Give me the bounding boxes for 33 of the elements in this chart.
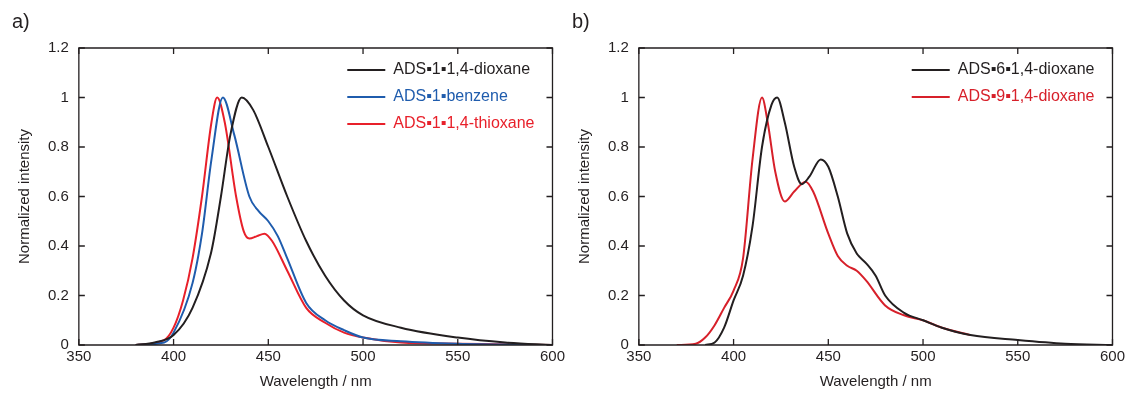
x-tick-label: 500 <box>350 347 376 365</box>
y-axis-title: Normalized intensity <box>15 128 33 265</box>
x-tick-label: 600 <box>1099 347 1125 365</box>
x-tick-label: 400 <box>721 347 747 365</box>
y-tick-label: 0.4 <box>607 236 629 254</box>
x-tick-label: 600 <box>539 347 565 365</box>
y-tick-label: 0.6 <box>47 186 69 204</box>
y-tick-label: 0.2 <box>607 285 629 303</box>
x-axis-title: Wavelength / nm <box>259 372 372 390</box>
y-tick-label: 0.6 <box>607 186 629 204</box>
y-tick-label: 0.8 <box>47 137 69 155</box>
x-tick-label: 550 <box>1005 347 1031 365</box>
legend-label: ADS▪1▪benzene <box>393 87 508 105</box>
legend-label: ADS▪6▪1,4-dioxane <box>957 60 1095 78</box>
legend-label: ADS▪9▪1,4-dioxane <box>957 87 1095 105</box>
text: a) <box>12 9 30 32</box>
y-axis-title: Normalized intensity <box>575 128 593 265</box>
text: b) <box>572 9 590 32</box>
y-tick-label: 1 <box>620 87 629 105</box>
y-tick-label: 1.2 <box>47 38 69 56</box>
y-tick-label: 0.4 <box>47 236 69 254</box>
x-tick-label: 400 <box>161 347 187 365</box>
legend-label: ADS▪1▪1,4-dioxane <box>393 60 531 78</box>
x-tick-label: 550 <box>445 347 471 365</box>
x-axis-title: Wavelength / nm <box>819 372 932 390</box>
x-tick-label: 500 <box>910 347 936 365</box>
x-tick-label: 450 <box>255 347 281 365</box>
y-tick-label: 0.8 <box>607 137 629 155</box>
x-tick-label: 450 <box>815 347 841 365</box>
y-tick-label: 1.2 <box>607 38 629 56</box>
y-tick-label: 0.2 <box>47 285 69 303</box>
legend-label: ADS▪1▪1,4-thioxane <box>393 114 535 132</box>
y-tick-label: 1 <box>60 87 69 105</box>
